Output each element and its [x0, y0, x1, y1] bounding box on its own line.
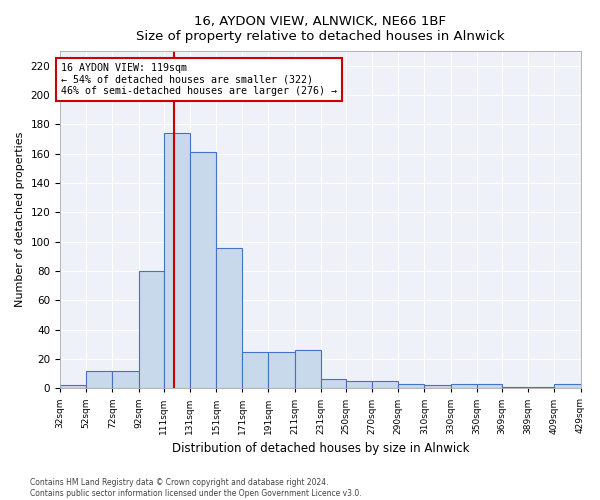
Bar	[346, 381, 372, 388]
Bar	[477, 384, 502, 388]
Bar	[216, 248, 242, 388]
Title: 16, AYDON VIEW, ALNWICK, NE66 1BF
Size of property relative to detached houses i: 16, AYDON VIEW, ALNWICK, NE66 1BF Size o…	[136, 15, 505, 43]
Bar	[139, 271, 164, 388]
Text: 16 AYDON VIEW: 119sqm
← 54% of detached houses are smaller (322)
46% of semi-det: 16 AYDON VIEW: 119sqm ← 54% of detached …	[61, 63, 337, 96]
Bar	[268, 352, 295, 389]
Bar	[60, 386, 86, 388]
Bar	[424, 386, 451, 388]
Bar	[295, 350, 321, 389]
Text: Contains HM Land Registry data © Crown copyright and database right 2024.
Contai: Contains HM Land Registry data © Crown c…	[30, 478, 362, 498]
Bar	[554, 384, 581, 388]
Bar	[321, 380, 346, 388]
Y-axis label: Number of detached properties: Number of detached properties	[15, 132, 25, 308]
Bar	[398, 384, 424, 388]
Bar	[190, 152, 216, 388]
Bar	[372, 381, 398, 388]
Bar	[242, 352, 268, 389]
Bar	[112, 370, 139, 388]
Bar	[451, 384, 477, 388]
Bar	[528, 387, 554, 388]
X-axis label: Distribution of detached houses by size in Alnwick: Distribution of detached houses by size …	[172, 442, 469, 455]
Bar	[164, 133, 190, 388]
Bar	[502, 387, 528, 388]
Bar	[86, 370, 112, 388]
